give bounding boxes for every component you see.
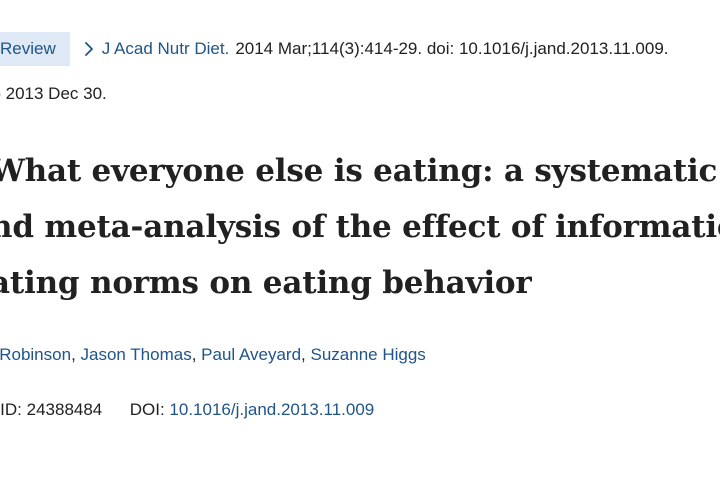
author-link[interactable]: Paul Aveyard — [201, 345, 302, 364]
author-link[interactable]: Jason Thomas — [80, 345, 192, 364]
pmid-value: 24388484 — [26, 400, 103, 419]
citation-row: Review J Acad Nutr Diet. 2014 Mar;114(3)… — [0, 32, 669, 66]
journal-link[interactable]: J Acad Nutr Diet. — [101, 39, 230, 58]
citation-details: 2014 Mar;114(3):414-29. doi: 10.1016/j.j… — [235, 39, 669, 58]
chevron-right-icon[interactable] — [84, 42, 96, 56]
identifier-row: MID: 24388484 DOI: 10.1016/j.jand.2013.1… — [0, 400, 374, 420]
title-line: What everyone else is eating: a systemat… — [0, 153, 720, 189]
article-title: What everyone else is eating: a systemat… — [0, 143, 720, 311]
title-line: ating norms on eating behavior — [0, 265, 532, 301]
author-separator: , — [301, 345, 311, 364]
author-separator: , — [71, 345, 81, 364]
doi-label: DOI: — [129, 400, 165, 419]
epub-date: ub 2013 Dec 30. — [0, 84, 107, 104]
author-link[interactable]: Suzanne Higgs — [310, 345, 426, 364]
title-line: nd meta-analysis of the effect of inform… — [0, 209, 720, 245]
author-separator: , — [191, 345, 202, 364]
epub-date-text: ub 2013 Dec 30. — [0, 84, 107, 103]
author-link[interactable]: c Robinson — [0, 345, 72, 364]
author-list: c Robinson, Jason Thomas, Paul Aveyard, … — [0, 345, 426, 365]
review-badge[interactable]: Review — [0, 32, 70, 66]
pmid-label: MID: — [0, 400, 22, 419]
doi-link[interactable]: 10.1016/j.jand.2013.11.009 — [169, 400, 375, 419]
